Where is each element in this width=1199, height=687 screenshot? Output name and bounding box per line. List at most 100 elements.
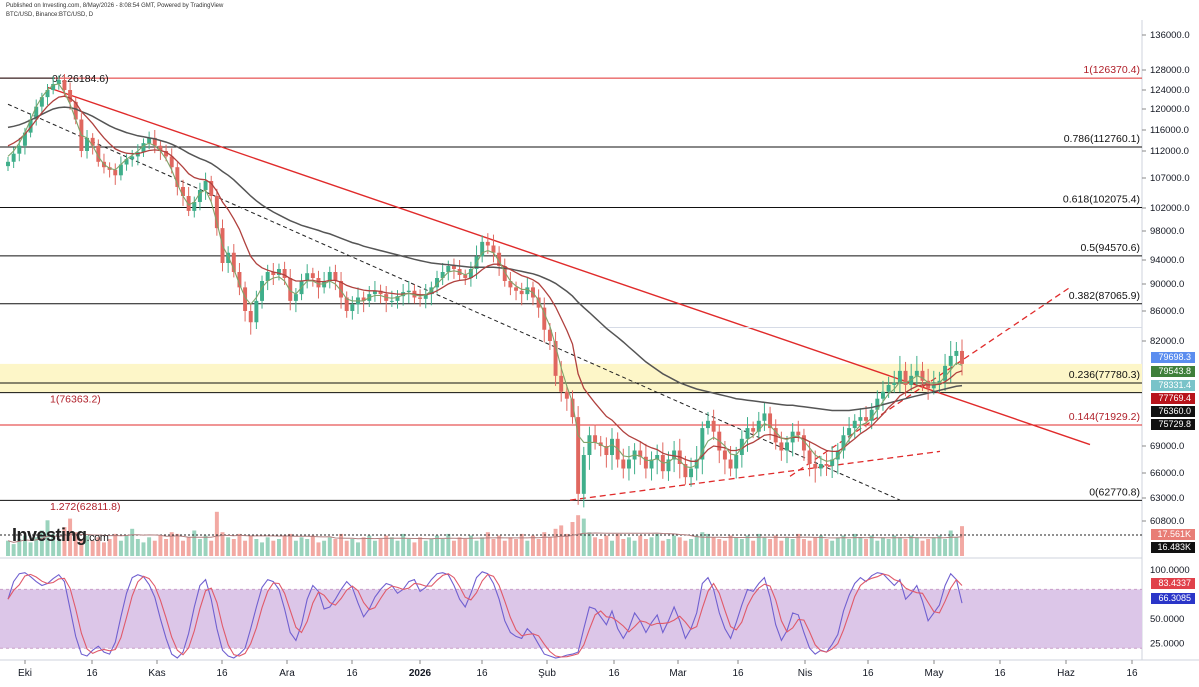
volume-bar <box>570 522 575 556</box>
fib-label-4: 0.382(87065.9) <box>1069 290 1140 302</box>
volume-bar <box>869 535 874 556</box>
volume-bar <box>141 542 146 556</box>
volume-bar <box>587 532 592 556</box>
volume-bar <box>751 540 756 556</box>
candle-body <box>130 156 135 160</box>
y-tick-label-2: 124000.0 <box>1150 85 1190 96</box>
candle-body <box>785 442 789 451</box>
volume-bar <box>801 539 806 556</box>
candle-body <box>638 450 643 457</box>
volume-bar <box>135 539 140 556</box>
candle-body <box>214 196 219 229</box>
volume-bar <box>316 542 321 556</box>
volume-bar <box>344 540 349 556</box>
y-tick-label-6: 107000.0 <box>1150 173 1190 184</box>
volume-bar <box>350 539 355 556</box>
volume-bar <box>683 540 688 556</box>
candle-body <box>756 420 761 432</box>
candle-body <box>282 269 287 278</box>
volume-bar <box>401 533 406 556</box>
candle-body <box>181 187 185 196</box>
candle-body <box>536 297 541 308</box>
published-line: Published on Investing.com, 8/May/2026 -… <box>6 3 224 9</box>
candle-body <box>51 84 56 90</box>
volume-bar <box>519 533 524 556</box>
y-tick-label-9: 94000.0 <box>1150 255 1184 266</box>
volume-bar <box>536 539 541 556</box>
volume-bar <box>547 537 552 556</box>
candle-body <box>406 290 411 293</box>
volume-bar <box>700 532 705 556</box>
candle-body <box>875 398 880 410</box>
volume-bar <box>903 539 908 556</box>
volume-bar <box>508 537 513 556</box>
volume-bar <box>875 540 880 556</box>
candle-body <box>68 90 73 102</box>
candle-body <box>773 428 778 443</box>
candle-body <box>62 80 67 90</box>
symbol-line: BTC/USD, Binance:BTC/USD, D <box>6 12 94 18</box>
candle-body <box>864 417 869 421</box>
candle-body <box>333 272 338 281</box>
fib-label-7: 0(62770.8) <box>1089 486 1140 498</box>
volume-bar <box>406 539 411 556</box>
volume-bar <box>931 537 936 556</box>
volume-bar <box>655 533 660 556</box>
volume-bar <box>768 539 773 556</box>
volume-bar <box>457 537 462 556</box>
x-tick-label-16: Haz <box>1057 668 1075 679</box>
volume-bar <box>531 535 535 556</box>
fib-label-5: 0.236(77780.3) <box>1069 369 1140 381</box>
volume-bar <box>852 533 857 556</box>
volume-bar <box>858 537 863 556</box>
candle-body <box>734 455 739 469</box>
candle-body <box>260 281 264 301</box>
volume-bar <box>181 540 185 556</box>
fib-label-0: 1(126370.4) <box>1083 64 1140 76</box>
x-tick-label-4: Ara <box>279 668 295 679</box>
volume-bar <box>615 533 620 556</box>
candle-body <box>954 350 959 356</box>
volume-bar <box>68 518 73 556</box>
volume-bar <box>807 540 812 556</box>
volume-bar <box>203 535 208 556</box>
volume-bar <box>914 537 919 556</box>
volume-bar <box>525 540 530 556</box>
volume-bar <box>728 535 733 556</box>
candle-body <box>254 300 259 323</box>
volume-bar <box>813 537 818 556</box>
x-tick-label-6: 2026 <box>409 668 432 679</box>
volume-bar <box>542 532 547 556</box>
volume-bar <box>818 535 823 556</box>
volume-bar <box>666 539 671 556</box>
candle-body <box>480 241 485 257</box>
candle-body <box>147 137 152 144</box>
candle-body <box>643 456 648 469</box>
candle-body <box>813 464 818 469</box>
candle-body <box>841 435 846 451</box>
volume-bar <box>310 535 315 556</box>
volume-bar <box>954 537 959 556</box>
candle-body <box>880 391 885 399</box>
volume-bar <box>514 539 519 556</box>
volume-bar <box>107 539 112 556</box>
logo-suffix: .com <box>86 532 109 544</box>
candle-body <box>514 287 519 291</box>
volume-bar <box>643 539 648 556</box>
candle-body <box>209 181 214 196</box>
dashed-trend-line <box>7 103 901 501</box>
volume-bar <box>34 537 39 556</box>
candle-body <box>835 450 840 460</box>
volume-bar <box>389 537 394 556</box>
x-tick-label-11: 16 <box>732 668 744 679</box>
volume-bar <box>435 535 439 556</box>
volume-bar <box>756 533 761 556</box>
left-fib-label-1: 1(76363.2) <box>50 394 101 406</box>
candle-body <box>237 272 242 288</box>
volume-bar <box>220 532 225 556</box>
volume-bar <box>209 540 214 556</box>
candle-body <box>28 119 33 133</box>
y-tick-label-10: 90000.0 <box>1150 279 1184 290</box>
candle-body <box>186 196 191 211</box>
volume-bar <box>429 539 434 556</box>
